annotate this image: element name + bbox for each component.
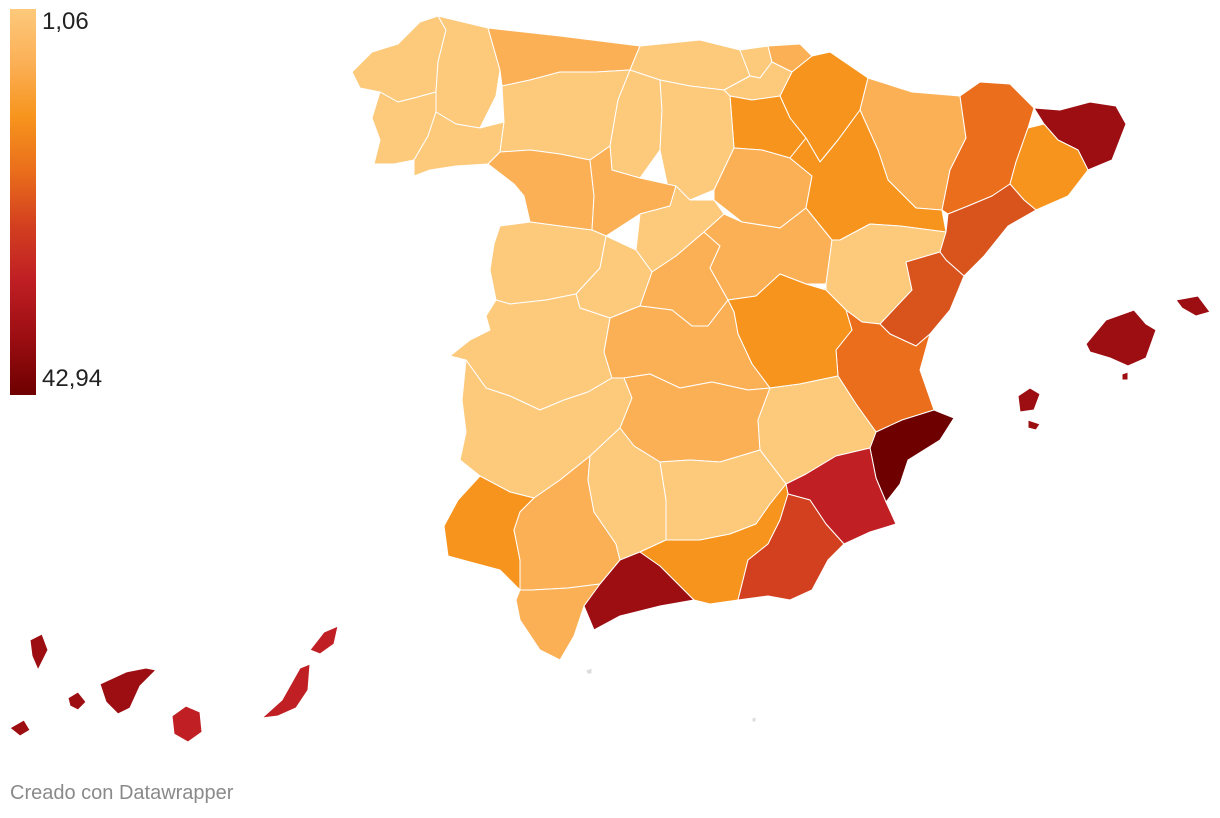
region-cadiz[interactable]: Cádiz	[515, 583, 601, 661]
region-almeria[interactable]: Almería	[737, 493, 845, 601]
region-a-coruna[interactable]: A Coruña	[351, 15, 447, 103]
legend-max-label: 42,94	[42, 365, 103, 392]
canary-islands: Santa Cruz de Tenerife Las Palmas	[9, 625, 339, 743]
region-zamora[interactable]: Zamora	[487, 149, 595, 231]
region-melilla: Melilla	[751, 716, 757, 723]
color-legend: 1,06 42,94	[10, 8, 210, 395]
region-santa-cruz-de-tenerife[interactable]: Santa Cruz de Tenerife	[9, 633, 157, 737]
autonomous-cities: Ceuta Melilla	[585, 667, 757, 723]
legend-gradient-bar	[10, 9, 36, 395]
region-ceuta: Ceuta	[585, 667, 593, 675]
region-guadalajara[interactable]: Guadalajara	[703, 207, 833, 301]
region-barcelona[interactable]: Barcelona	[1009, 123, 1089, 211]
datawrapper-credit[interactable]: Creado con Datawrapper	[10, 782, 234, 804]
region-las-palmas[interactable]: Las Palmas	[171, 625, 339, 743]
peninsula-regions: A Coruña Lugo Pontevedra Ourense Asturia…	[351, 15, 1127, 661]
balearic-islands: Illes Balears	[1017, 295, 1211, 431]
region-illes-balears[interactable]: Illes Balears	[1017, 295, 1211, 431]
legend-min-label: 1,06	[42, 8, 89, 35]
region-ourense[interactable]: Ourense	[413, 111, 505, 177]
